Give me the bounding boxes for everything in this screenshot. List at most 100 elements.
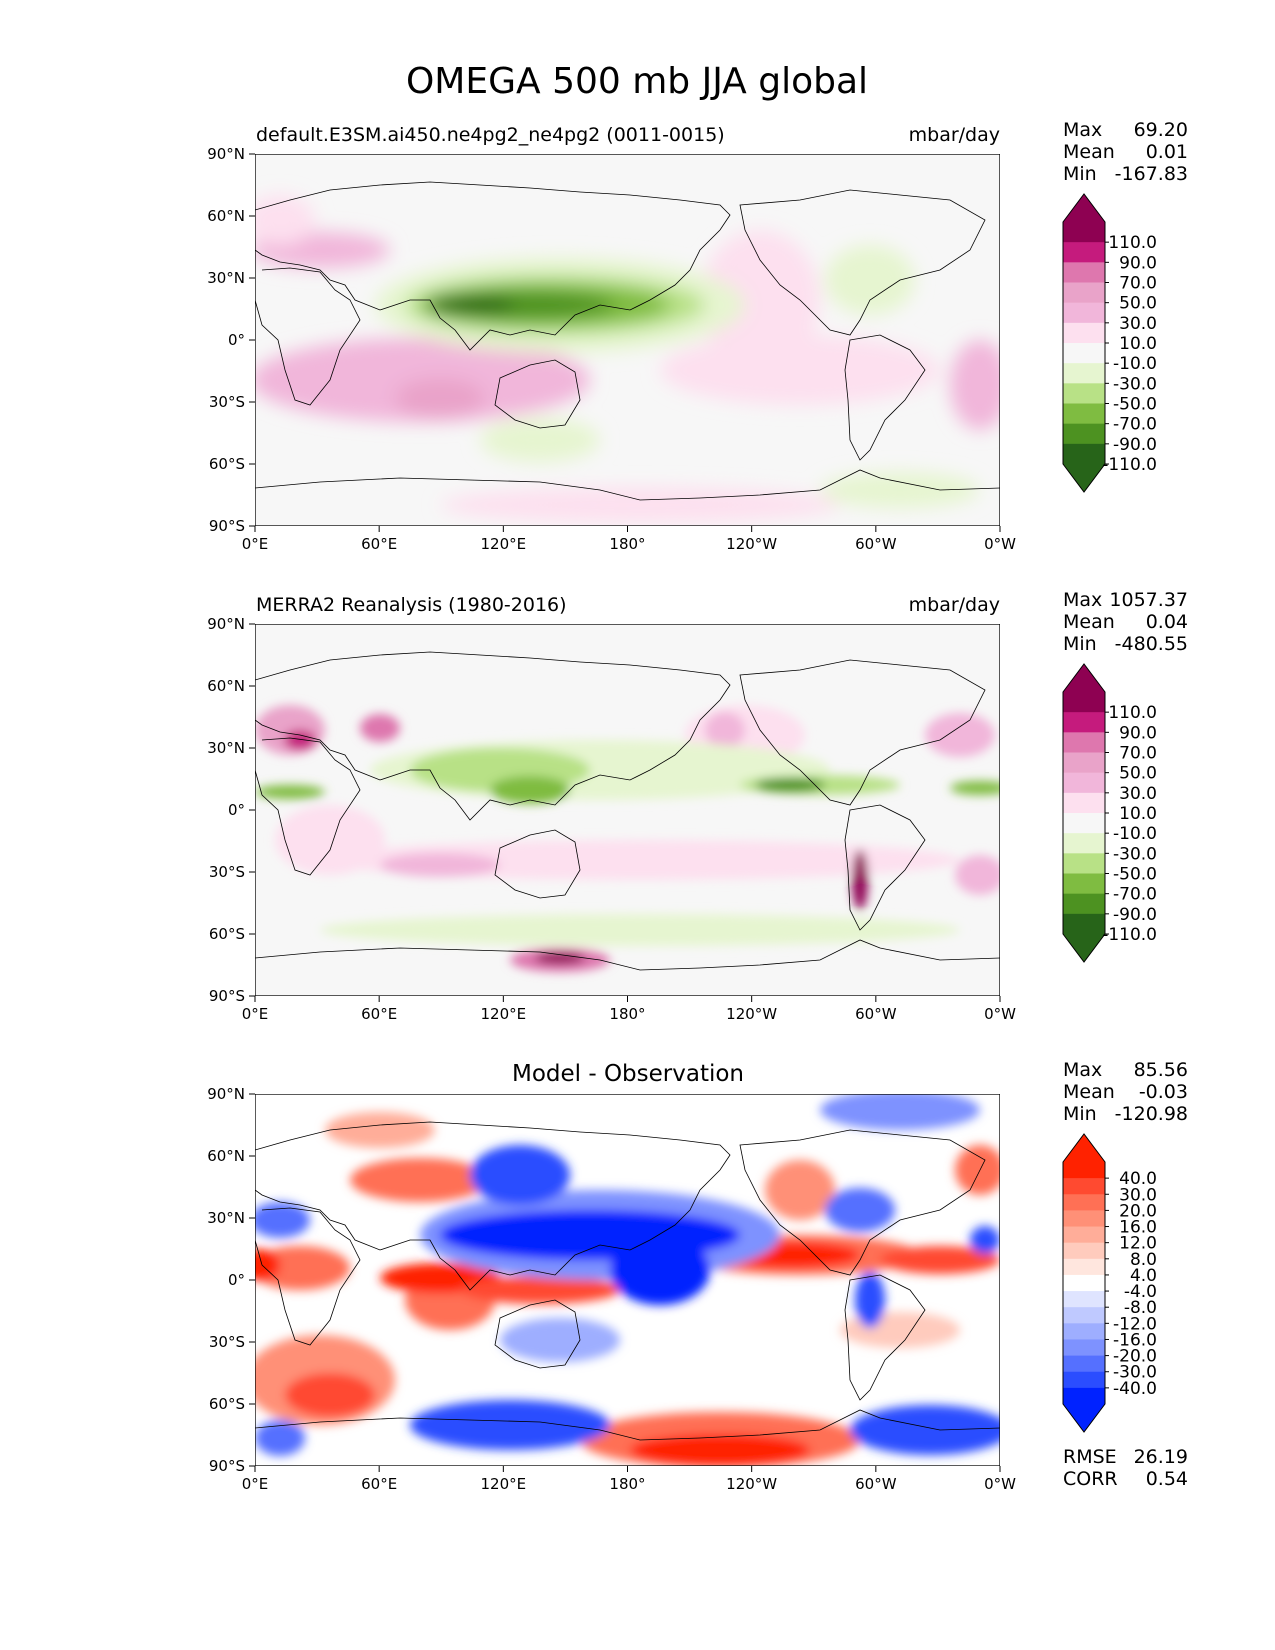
colorbar-label: -90.0 <box>1113 905 1157 925</box>
lat-tick-label: 60°N <box>207 207 245 225</box>
lon-tick-label: 60°W <box>855 535 897 553</box>
contour-fill <box>705 712 745 748</box>
panel-model-colorbar: 110.090.070.050.030.010.0-10.0-30.0-50.0… <box>1062 193 1157 493</box>
lon-tick-label: 120°W <box>726 1475 777 1493</box>
lat-tick-label: 30°S <box>209 863 245 881</box>
lat-tick-label: 90°N <box>207 615 245 633</box>
colorbar-label: 4.0 <box>1130 1266 1157 1286</box>
lat-tick-label: 30°N <box>207 739 245 757</box>
colorbar-label: 90.0 <box>1119 253 1157 273</box>
colorbar-label: 10.0 <box>1119 804 1157 824</box>
colorbar-label: -4.0 <box>1124 1282 1157 1302</box>
contour-fill <box>480 418 600 462</box>
contour-fill <box>970 1226 1000 1254</box>
panel-model-map <box>255 154 1000 526</box>
contour-fill <box>955 1145 1000 1195</box>
panel-obs-left-title: MERRA2 Reanalysis (1980-2016) <box>256 594 567 616</box>
colorbar-segment <box>1063 343 1105 364</box>
colorbar-segment <box>1063 1162 1105 1179</box>
coastline-north-america <box>739 1129 986 1276</box>
contour-fill <box>950 340 1000 430</box>
lat-tick-label: 90°S <box>209 987 245 1005</box>
stat-label: CORR <box>1063 1468 1118 1490</box>
coastline-eurasia <box>255 651 731 821</box>
colorbar-label: 30.0 <box>1119 1185 1157 1205</box>
lon-tick-label: 0°E <box>242 1475 269 1493</box>
contour-fill <box>765 1160 835 1220</box>
colorbar-segment <box>1063 873 1105 895</box>
contour-fill <box>255 1202 310 1238</box>
contour-fill <box>880 1246 1000 1274</box>
colorbar-segment <box>1063 913 1105 935</box>
colorbar-label: -70.0 <box>1113 415 1157 435</box>
colorbar-segment <box>1063 1339 1105 1357</box>
coastline-antarctica <box>255 1409 1000 1441</box>
coastline-south-america <box>844 1274 926 1401</box>
lat-tick-label: 90°S <box>209 1457 245 1475</box>
colorbar-label: 110.0 <box>1108 233 1157 253</box>
colorbar-outline <box>1062 1133 1106 1433</box>
lat-tick-label: 60°S <box>209 925 245 943</box>
axes-ticks: 90°N60°N30°N0°30°S60°S90°S0°E 60°E 120°E 18… <box>207 145 1016 1493</box>
coastline-south-america <box>844 334 926 461</box>
stat-value: -480.55 <box>1115 633 1188 655</box>
stat-value: -120.98 <box>1115 1103 1188 1125</box>
colorbar-segment <box>1063 792 1105 814</box>
colorbar-segment <box>1063 322 1105 344</box>
contour-fill <box>610 1235 710 1305</box>
coastline-antarctica <box>255 469 1000 501</box>
contour-fill <box>470 1145 570 1205</box>
coastline-australia <box>494 359 581 429</box>
panel-diff-colorbar: 40.030.020.016.012.08.04.0-4.0-8.0-12.0-… <box>1062 1133 1157 1433</box>
colorbar-segment <box>1063 732 1105 753</box>
lat-tick-label: 30°S <box>209 393 245 411</box>
stat-value: -0.03 <box>1139 1081 1188 1103</box>
lon-tick-label: 60°E <box>361 535 397 553</box>
colorbar-extend-bottom <box>1063 934 1105 962</box>
coastline-africa <box>255 267 361 406</box>
contour-fill <box>500 1318 620 1362</box>
panel-model-stats: Max 69.20 Mean 0.01 Min -167.83 <box>1063 119 1188 185</box>
figure-title: OMEGA 500 mb JJA global <box>406 61 868 102</box>
colorbar-label: -70.0 <box>1113 885 1157 905</box>
stat-label: RMSE <box>1063 1446 1117 1468</box>
coastline-south-america <box>844 804 926 931</box>
contour-fill <box>535 952 585 964</box>
colorbar-label: 30.0 <box>1119 314 1157 334</box>
colorbar-segment <box>1063 1274 1105 1292</box>
lat-tick-label: 0° <box>228 801 245 819</box>
contour-fill <box>855 1272 885 1328</box>
colorbar-label: -10.0 <box>1113 824 1157 844</box>
coastline-africa <box>255 737 361 876</box>
colorbar-label: 40.0 <box>1119 1169 1157 1189</box>
colorbar-segment <box>1063 242 1105 263</box>
lat-tick-label: 60°N <box>207 677 245 695</box>
panel-model-left-title: default.E3SM.ai450.ne4pg2_ne4pg2 (0011-0… <box>256 124 725 146</box>
contour-fill <box>950 781 1000 795</box>
contour-fill <box>410 1400 610 1450</box>
colorbar-label: 10.0 <box>1119 334 1157 354</box>
panel-diff-title: Model - Observation <box>512 1061 744 1087</box>
coastline-australia <box>494 1299 581 1369</box>
stat-value: 85.56 <box>1134 1059 1188 1081</box>
colorbar-label: -110.0 <box>1102 455 1157 475</box>
coastline-north-america <box>739 659 986 806</box>
lon-tick-label: 60°E <box>361 1475 397 1493</box>
stat-label: Min <box>1063 1103 1097 1125</box>
colorbar-segment <box>1063 853 1105 874</box>
contour-fill <box>325 1112 435 1148</box>
contour-fill <box>490 776 570 804</box>
contour-fill <box>440 487 840 523</box>
lat-tick-label: 60°S <box>209 455 245 473</box>
stat-label: Mean <box>1063 1081 1115 1103</box>
lon-tick-label: 0°E <box>242 1005 269 1023</box>
contour-fill <box>284 730 316 750</box>
stat-label: Min <box>1063 633 1097 655</box>
stat-label: Mean <box>1063 141 1115 163</box>
lon-tick-label: 180° <box>609 1475 645 1493</box>
colorbar-label: -10.0 <box>1113 354 1157 374</box>
colorbar-label: -30.0 <box>1113 1363 1157 1383</box>
colorbar-segment <box>1063 1258 1105 1276</box>
lon-tick-label: 0°W <box>984 1475 1016 1493</box>
